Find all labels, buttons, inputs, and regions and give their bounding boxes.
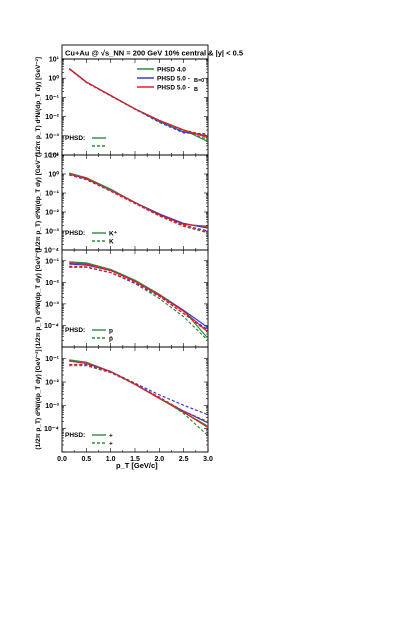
panel-legend-label: + xyxy=(109,441,113,448)
series-line-red-dashed xyxy=(69,265,209,333)
series-line-red-solid xyxy=(69,360,209,429)
legend-label-phsd50-b: PHSD 5.0 - xyxy=(157,85,190,92)
y-tick-label: 10⁻¹ xyxy=(45,191,59,198)
x-tick-label: 0.5 xyxy=(81,456,91,463)
x-tick-label: 1.5 xyxy=(130,456,140,463)
series-line-red-solid xyxy=(69,173,209,227)
y-tick-label: 10⁻³ xyxy=(45,403,59,410)
y-axis-label: (1/2π p_T) d²N/(dp_T dy) [GeV⁻²] xyxy=(35,152,42,252)
y-axis-label: (1/2π p_T) d²N/(dp_T dy) [GeV⁻²] xyxy=(35,248,42,348)
series-line-blue-dashed xyxy=(69,174,209,232)
x-tick-label: 2.5 xyxy=(179,456,189,463)
panel-legend-prefix: PHSD: xyxy=(65,432,85,439)
legend-sub-phsd50-b0: B=0 xyxy=(194,78,204,84)
y-tick-label: 10¹ xyxy=(49,153,60,160)
y-tick-label: 10⁻⁴ xyxy=(44,426,59,433)
y-tick-label: 10⁻¹ xyxy=(45,356,59,363)
panel-legend-label: K⁺ xyxy=(109,231,118,238)
y-tick-label: 10⁰ xyxy=(48,75,59,83)
series-line-red-dashed xyxy=(68,68,209,137)
panel-legend-prefix: PHSD: xyxy=(65,327,85,334)
y-axis-label: (1/2π p_T) d²N/(dp_T dy) [GeV⁻²] xyxy=(35,57,42,157)
y-tick-label: 10⁻² xyxy=(45,210,59,217)
y-tick-label: 10⁻⁴ xyxy=(44,153,59,160)
series-line-red-dashed xyxy=(69,363,209,423)
chart-title: Cu+Au @ √s_NN = 200 GeV 10% central & |y… xyxy=(65,49,243,58)
main-legend: PHSD 4.0 PHSD 5.0 - B=0 PHSD 5.0 - B xyxy=(137,67,204,93)
series-line-blue-dashed xyxy=(69,363,209,416)
panel-4: 10⁻¹ 10⁻² 10⁻³ 10⁻⁴(1/2π p_T) d²N/(dp_T dy)… xyxy=(35,346,209,453)
y-tick-label: 10⁻⁴ xyxy=(44,323,59,330)
y-tick-label: 10⁻⁴ xyxy=(44,248,59,255)
panel-legend-prefix: PHSD: xyxy=(65,135,85,142)
y-tick-label: 10⁻¹ xyxy=(45,258,59,265)
series-line-green-dashed xyxy=(69,365,209,437)
y-tick-label: 10⁻³ xyxy=(45,301,59,308)
panel-legend-prefix: PHSD: xyxy=(65,230,85,237)
series-line-blue-solid xyxy=(69,263,209,329)
x-axis-label: p_T [GeV/c] xyxy=(116,461,158,470)
y-axis-label: (1/2π p_T) d²N/(dp_T dy) [GeV⁻²] xyxy=(35,349,42,449)
y-tick-label: 10⁰ xyxy=(48,171,59,179)
x-tick-label: 2.0 xyxy=(154,456,164,463)
panel-legend-label: K xyxy=(109,239,114,246)
y-tick-label: 10⁻³ xyxy=(45,133,59,140)
x-tick-label: 1.0 xyxy=(106,456,116,463)
panel-legend-label: p xyxy=(109,328,113,335)
panel-3: 10⁻¹ 10⁻² 10⁻³ 10⁻⁴(1/2π p_T) d²N/(dp_T dy)… xyxy=(35,248,209,349)
y-tick-label: 10⁻² xyxy=(45,114,59,121)
series-line-green-solid xyxy=(69,261,209,339)
series-line-red-solid xyxy=(69,262,209,333)
x-tick-label: 3.0 xyxy=(203,456,213,463)
y-tick-label: 10⁻² xyxy=(45,380,59,387)
legend-label-phsd50-b0: PHSD 5.0 - xyxy=(157,76,190,83)
panel-1: 10¹ 10⁰ 10⁻¹ 10⁻² 10⁻³ 10⁻⁴(1/2π p_T) d²N/(dp… xyxy=(35,57,209,160)
y-tick-label: 10⁻² xyxy=(45,280,59,287)
y-tick-label: 10⁻³ xyxy=(45,229,59,236)
series-line-blue-solid xyxy=(69,360,209,424)
series-line-red-dashed xyxy=(69,174,209,233)
legend-sub-phsd50-b: B xyxy=(194,87,198,93)
x-tick-label: 0.0 xyxy=(57,456,67,463)
panel-legend-label: p̄ xyxy=(109,335,113,343)
panel-legend-label: + xyxy=(109,433,113,440)
legend-label-phsd40: PHSD 4.0 xyxy=(157,67,186,74)
y-tick-label: 10¹ xyxy=(49,57,60,64)
panel-2: 10¹ 10⁰ 10⁻¹ 10⁻² 10⁻³ 10⁻⁴(1/2π p_T) d²N/(dp… xyxy=(35,152,209,255)
y-tick-label: 10⁻¹ xyxy=(45,95,59,102)
series-line-green-dashed xyxy=(69,266,209,341)
